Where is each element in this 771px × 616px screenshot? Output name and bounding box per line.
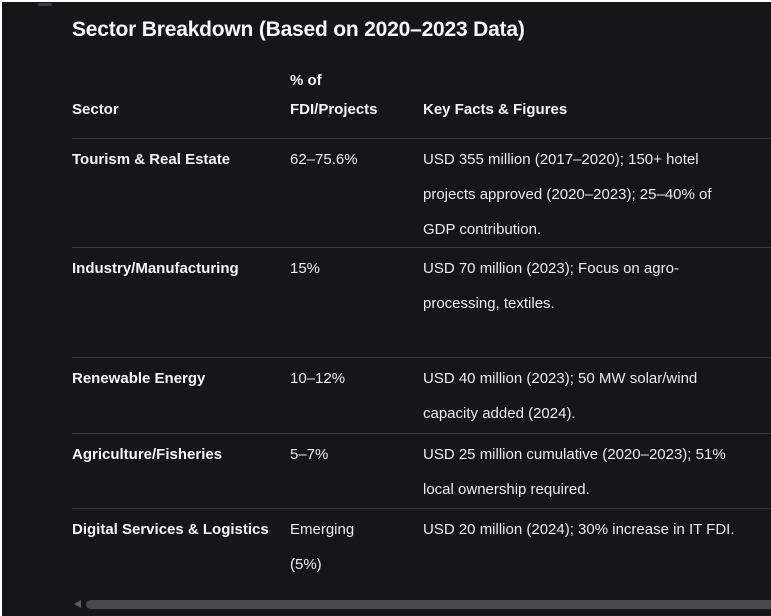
horizontal-scrollbar-thumb[interactable] (86, 600, 771, 609)
share-cell: 62–75.6% (290, 151, 358, 168)
vertical-scrollbar-fragment (38, 3, 52, 6)
table-content: Sector Breakdown (Based on 2020–2023 Dat… (72, 2, 771, 582)
column-header-share-line1: % of (290, 72, 322, 89)
sector-cell: Tourism & Real Estate (72, 151, 231, 168)
table-row: Tourism & Real Estate 62–75.6% USD 355 m… (72, 139, 771, 248)
sector-cell: Renewable Energy (72, 370, 206, 387)
scroll-left-arrow-icon[interactable] (73, 600, 83, 609)
sector-cell: Digital Services & Logistics (72, 521, 269, 538)
facts-cell: USD 20 million (2024); 30% increase in I… (423, 521, 735, 538)
sector-cell: Agriculture/Fisheries (72, 446, 223, 463)
table-row: Industry/Manufacturing 15% USD 70 millio… (72, 248, 771, 358)
facts-cell: USD 355 million (2017–2020); 150+ hotel … (423, 151, 712, 238)
share-cell: 10–12% (290, 370, 346, 387)
column-header-share-line2: FDI/Projects (290, 101, 378, 118)
column-header-share: % of FDI/Projects (290, 66, 423, 124)
column-header-facts: Key Facts & Figures (423, 101, 568, 118)
table-header-row: Sector % of FDI/Projects Key Facts & Fig… (72, 66, 771, 139)
sector-cell: Industry/Manufacturing (72, 260, 239, 277)
column-header-sector: Sector (72, 101, 119, 118)
page-title: Sector Breakdown (Based on 2020–2023 Dat… (72, 18, 525, 41)
table-row: Renewable Energy 10–12% USD 40 million (… (72, 358, 771, 434)
horizontal-scrollbar[interactable] (2, 600, 771, 609)
table-row: Agriculture/Fisheries 5–7% USD 25 millio… (72, 434, 771, 509)
share-cell: 5–7% (290, 446, 329, 463)
facts-cell: USD 40 million (2023); 50 MW solar/wind … (423, 370, 698, 422)
table-row: Digital Services & Logistics Emerging (5… (72, 509, 771, 582)
share-cell: Emerging (5%) (290, 521, 355, 573)
facts-cell: USD 70 million (2023); Focus on agro-pro… (423, 260, 679, 312)
share-cell: 15% (290, 260, 321, 277)
facts-cell: USD 25 million cumulative (2020–2023); 5… (423, 446, 726, 498)
